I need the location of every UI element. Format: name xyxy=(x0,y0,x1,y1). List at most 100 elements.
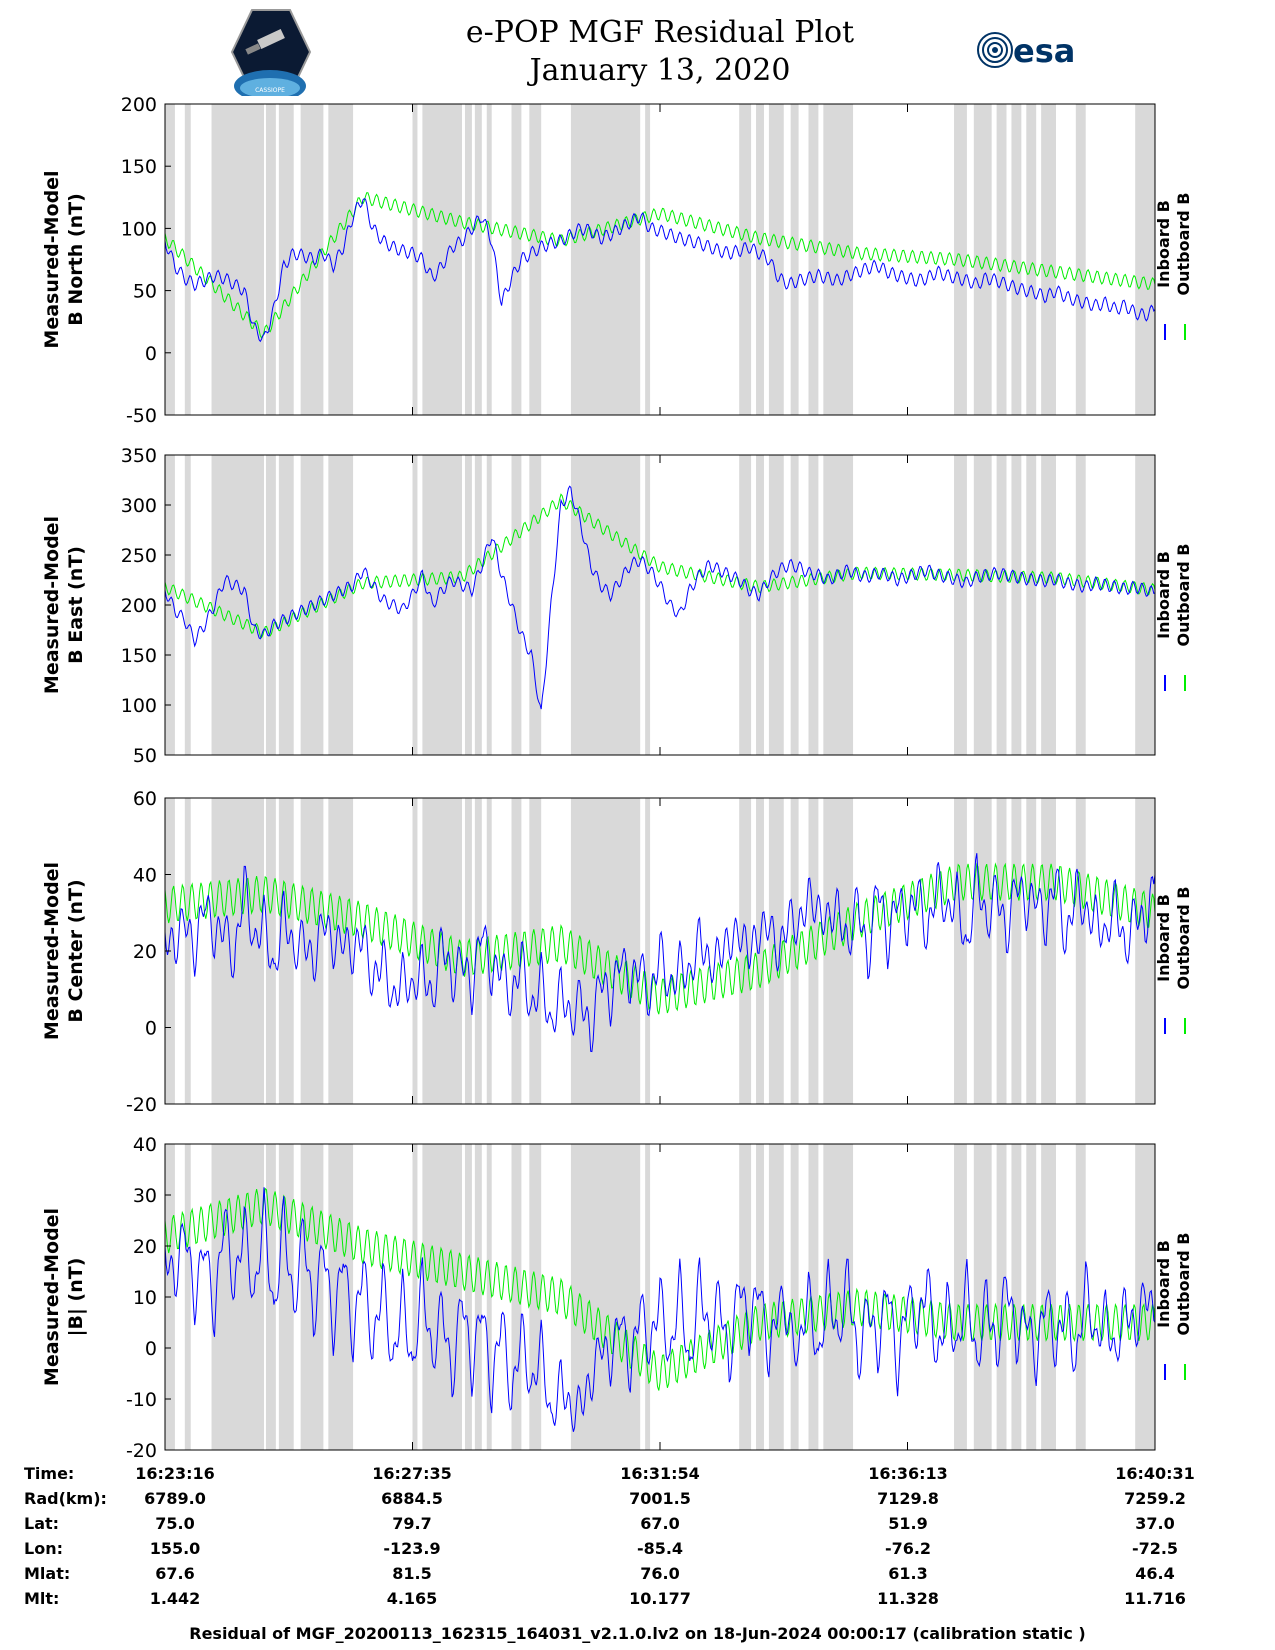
y-tick-label: 300 xyxy=(121,495,157,517)
title-line-1: e-POP MGF Residual Plot xyxy=(465,15,855,50)
y-axis-label: Measured-Model xyxy=(41,1208,63,1386)
shade-band xyxy=(1041,1144,1056,1450)
shade-band xyxy=(529,798,542,1104)
y-tick-label: -50 xyxy=(126,405,157,427)
shade-band xyxy=(808,455,819,755)
shade-band xyxy=(756,104,764,415)
panel-2: 50 100 150 200 250 300 350 Measured-Model B East… xyxy=(41,445,1193,767)
agency-wordmark: esa xyxy=(1013,32,1075,70)
shade-band xyxy=(278,455,294,755)
legend-label: Inboard B xyxy=(1154,200,1173,288)
shade-band xyxy=(1075,455,1086,755)
shade-band xyxy=(756,798,764,1104)
y-tick-label: 200 xyxy=(121,595,157,617)
shade-band xyxy=(768,1144,784,1450)
y-axis-label: |B| (nT) xyxy=(65,1258,87,1337)
series-line-inboard xyxy=(164,1187,1156,1432)
shade-band xyxy=(1026,798,1037,1104)
mission-logo: CASSIOPE xyxy=(230,9,312,96)
shade-band xyxy=(300,104,324,415)
shade-band xyxy=(996,1144,1007,1450)
y-tick-label: 150 xyxy=(121,645,157,667)
shade-band xyxy=(570,1144,641,1450)
shade-band xyxy=(790,455,799,755)
shade-band xyxy=(1011,1144,1022,1450)
shade-band xyxy=(645,798,651,1104)
shade-band xyxy=(422,798,462,1104)
shade-band xyxy=(184,798,191,1104)
shade-band xyxy=(808,104,819,415)
shade-band xyxy=(412,1144,418,1450)
shade-band xyxy=(412,455,418,755)
shade-band xyxy=(184,104,191,415)
shade-band xyxy=(211,798,264,1104)
title-line-2: January 13, 2020 xyxy=(529,53,791,88)
shade-band xyxy=(474,455,482,755)
shade-band xyxy=(211,455,264,755)
shade-band xyxy=(996,104,1007,415)
shade-band xyxy=(1075,1144,1086,1450)
shade-band xyxy=(511,104,522,415)
shade-band xyxy=(570,455,641,755)
shade-band xyxy=(486,1144,492,1450)
legend-label: Outboard B xyxy=(1174,887,1193,990)
shade-band xyxy=(570,104,641,415)
shade-band xyxy=(808,1144,819,1450)
shade-band xyxy=(511,455,522,755)
shade-band xyxy=(954,455,967,755)
panel-1: -50 0 50 100 150 200 Measured-Model B North (nT… xyxy=(41,94,1193,427)
shade-band xyxy=(808,798,819,1104)
shade-band xyxy=(328,798,354,1104)
shade-band xyxy=(422,455,462,755)
shade-band xyxy=(570,798,641,1104)
mission-logo-text: CASSIOPE xyxy=(255,87,285,94)
shade-band xyxy=(184,1144,191,1450)
shade-band xyxy=(265,104,276,415)
shade-band xyxy=(529,104,542,415)
y-tick-label: 60 xyxy=(133,788,157,810)
shade-band xyxy=(464,455,472,755)
shade-band xyxy=(1075,104,1086,415)
series-line-inboard xyxy=(164,485,1156,710)
legend-label: Outboard B xyxy=(1174,544,1193,647)
shade-band xyxy=(1041,455,1056,755)
shade-band xyxy=(954,1144,967,1450)
y-tick-label: 40 xyxy=(133,865,157,887)
shade-band xyxy=(1026,1144,1037,1450)
shade-band xyxy=(1026,455,1037,755)
y-axis-label: B Center (nT) xyxy=(65,879,87,1022)
y-tick-label: 250 xyxy=(121,545,157,567)
shade-band xyxy=(511,798,522,1104)
shade-band xyxy=(645,104,651,415)
shade-band xyxy=(184,455,191,755)
shade-band xyxy=(211,104,264,415)
y-tick-label: 100 xyxy=(121,695,157,717)
panel-3: -20 0 20 40 60 Measured-Model B Center (nT) Inb… xyxy=(41,788,1193,1116)
shade-band xyxy=(486,104,492,415)
shade-band xyxy=(474,104,482,415)
series-line-outboard xyxy=(164,862,1156,1015)
shade-band xyxy=(768,455,784,755)
shade-band xyxy=(328,104,354,415)
shade-band xyxy=(278,104,294,415)
shade-band xyxy=(996,455,1007,755)
series-line-inboard xyxy=(164,853,1156,1053)
shade-band xyxy=(1026,104,1037,415)
shade-band xyxy=(265,798,276,1104)
y-tick-label: -10 xyxy=(126,1389,157,1411)
shade-band xyxy=(1041,104,1056,415)
y-tick-label: -20 xyxy=(126,1094,157,1116)
shade-band xyxy=(823,798,854,1104)
shade-band xyxy=(278,798,294,1104)
y-tick-label: 100 xyxy=(121,218,157,240)
shade-band xyxy=(954,798,967,1104)
y-tick-label: 0 xyxy=(145,1338,157,1360)
shade-band xyxy=(996,798,1007,1104)
shade-band xyxy=(1041,798,1056,1104)
y-tick-label: 10 xyxy=(133,1287,157,1309)
y-tick-label: 0 xyxy=(145,1018,157,1040)
shade-band xyxy=(768,104,784,415)
figure-title: e-POP MGF Residual Plot January 13, 2020 xyxy=(380,14,940,90)
y-tick-label: 0 xyxy=(145,343,157,365)
